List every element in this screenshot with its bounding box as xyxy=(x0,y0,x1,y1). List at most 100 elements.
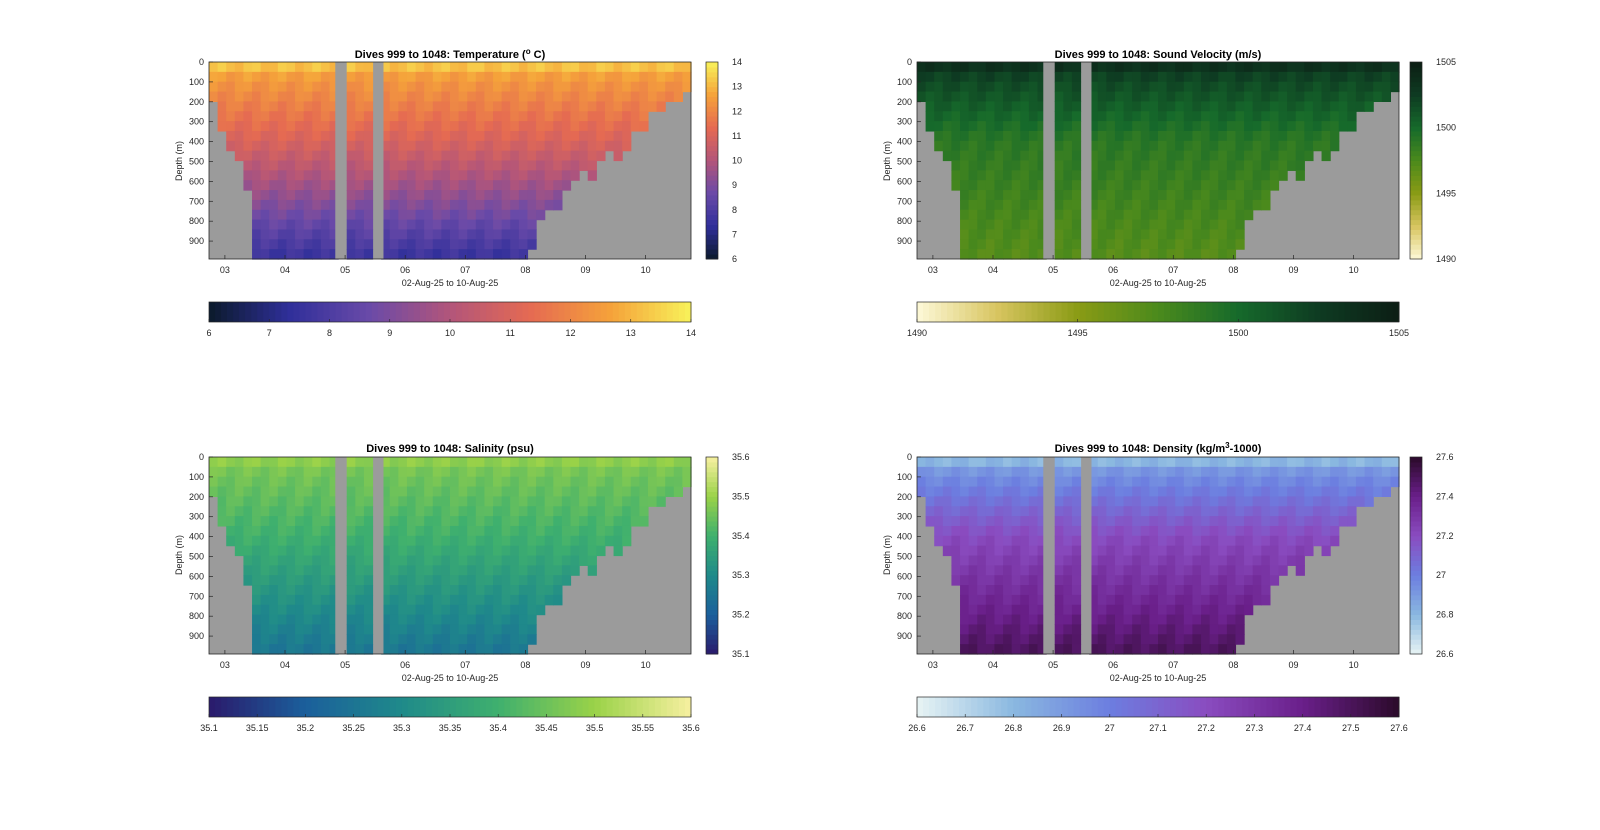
heatmap-cell xyxy=(475,62,486,73)
heatmap-cell xyxy=(1054,506,1064,517)
heatmap-cell xyxy=(1011,506,1021,517)
colorbar-swatch xyxy=(706,516,718,522)
hbar-swatch xyxy=(395,697,403,717)
heatmap-cell xyxy=(501,249,511,260)
heatmap-cell xyxy=(450,565,460,576)
heatmap-cell xyxy=(312,81,322,93)
heatmap-cell xyxy=(1003,496,1013,507)
heatmap-cell xyxy=(1244,130,1254,142)
heatmap-cell xyxy=(398,91,408,102)
heatmap-cell xyxy=(1244,457,1254,468)
heatmap-cell xyxy=(1201,249,1211,260)
heatmap-cell xyxy=(1140,506,1150,517)
heatmap-cell xyxy=(1158,624,1168,635)
hbar-swatch xyxy=(1272,302,1279,322)
heatmap-cell xyxy=(475,170,486,181)
heatmap-cell xyxy=(277,516,288,527)
heatmap-cell xyxy=(1244,190,1254,201)
heatmap-cell xyxy=(1261,140,1271,152)
y-tick-label: 800 xyxy=(189,216,204,226)
heatmap-cell xyxy=(381,594,391,606)
colorbar-swatch xyxy=(706,555,718,561)
heatmap-cell xyxy=(415,634,425,645)
colorbar-swatch xyxy=(706,545,718,552)
heatmap-cell xyxy=(355,130,365,142)
heatmap-cell xyxy=(960,170,970,181)
heatmap-cell xyxy=(527,594,537,606)
heatmap-cell xyxy=(303,585,313,596)
y-axis-label: Depth (m) xyxy=(882,141,892,181)
heatmap-cell xyxy=(1192,91,1202,102)
heatmap-cell xyxy=(1089,130,1099,142)
hbar-swatch xyxy=(1338,697,1346,717)
colorbar-swatch xyxy=(706,170,718,176)
colorbar-swatch xyxy=(706,194,718,201)
heatmap-cell xyxy=(467,199,477,211)
heatmap-cell xyxy=(1158,190,1168,201)
heatmap-cell xyxy=(604,457,615,468)
heatmap-cell xyxy=(630,71,640,83)
heatmap-cell xyxy=(1114,634,1125,645)
colorbar-swatch xyxy=(1410,476,1422,483)
heatmap-cell xyxy=(346,71,356,83)
heatmap-cell xyxy=(329,476,339,488)
heatmap-cell xyxy=(277,111,288,122)
heatmap-cell xyxy=(1381,62,1391,73)
heatmap-cell xyxy=(1269,466,1280,478)
heatmap-cell xyxy=(596,101,606,112)
colorbar-swatch xyxy=(1410,101,1422,107)
heatmap-cell xyxy=(1312,140,1323,152)
heatmap-cell xyxy=(951,170,961,181)
heatmap-cell xyxy=(1295,545,1305,557)
hbar-swatch xyxy=(1049,697,1057,717)
heatmap-cell xyxy=(406,81,417,93)
heatmap-cell xyxy=(622,525,632,537)
heatmap-cell xyxy=(234,506,245,517)
heatmap-cell xyxy=(1209,170,1219,181)
heatmap-cell xyxy=(1003,457,1013,468)
heatmap-cell xyxy=(994,170,1004,181)
heatmap-cell xyxy=(665,486,675,497)
heatmap-cell xyxy=(596,516,606,527)
heatmap-cell xyxy=(536,457,546,468)
heatmap-cell xyxy=(277,239,288,250)
hbar-swatch xyxy=(395,302,403,322)
heatmap-cell xyxy=(960,190,970,201)
hbar-swatch xyxy=(995,697,1002,717)
hbar-swatch xyxy=(233,302,240,322)
heatmap-cell xyxy=(596,130,606,142)
heatmap-cell xyxy=(1003,624,1013,635)
heatmap-cell xyxy=(1106,62,1116,73)
heatmap-cell xyxy=(389,170,399,181)
heatmap-cell xyxy=(1347,476,1357,488)
heatmap-cell xyxy=(303,604,313,616)
heatmap-cell xyxy=(1304,496,1314,507)
heatmap-cell xyxy=(286,486,296,497)
heatmap-cell xyxy=(561,140,572,152)
heatmap-cell xyxy=(960,594,970,606)
heatmap-cell xyxy=(458,239,468,250)
heatmap-cell xyxy=(484,121,494,132)
heatmap-cell xyxy=(363,239,374,250)
heatmap-cell xyxy=(252,506,262,517)
heatmap-cell xyxy=(1166,121,1176,132)
heatmap-cell xyxy=(295,170,305,181)
hbar-swatch xyxy=(1386,697,1394,717)
colorbar-swatch xyxy=(706,214,718,221)
heatmap-cell xyxy=(1132,249,1142,260)
heatmap-cell xyxy=(493,457,503,468)
heatmap-cell xyxy=(1261,150,1271,162)
hbar-frame xyxy=(916,301,1400,323)
hbar-swatch xyxy=(1158,302,1165,322)
heatmap-cell xyxy=(286,111,296,122)
hbar-swatch xyxy=(1115,697,1123,717)
heatmap-cell xyxy=(1063,496,1073,507)
heatmap-cell xyxy=(1089,190,1099,201)
heatmap-cell xyxy=(475,190,486,201)
heatmap-cell xyxy=(1140,199,1150,211)
heatmap-cell xyxy=(1114,457,1125,468)
heatmap-cell xyxy=(1209,555,1219,566)
heatmap-cell xyxy=(951,565,961,576)
heatmap-cell xyxy=(977,249,987,260)
heatmap-cell xyxy=(441,614,451,626)
